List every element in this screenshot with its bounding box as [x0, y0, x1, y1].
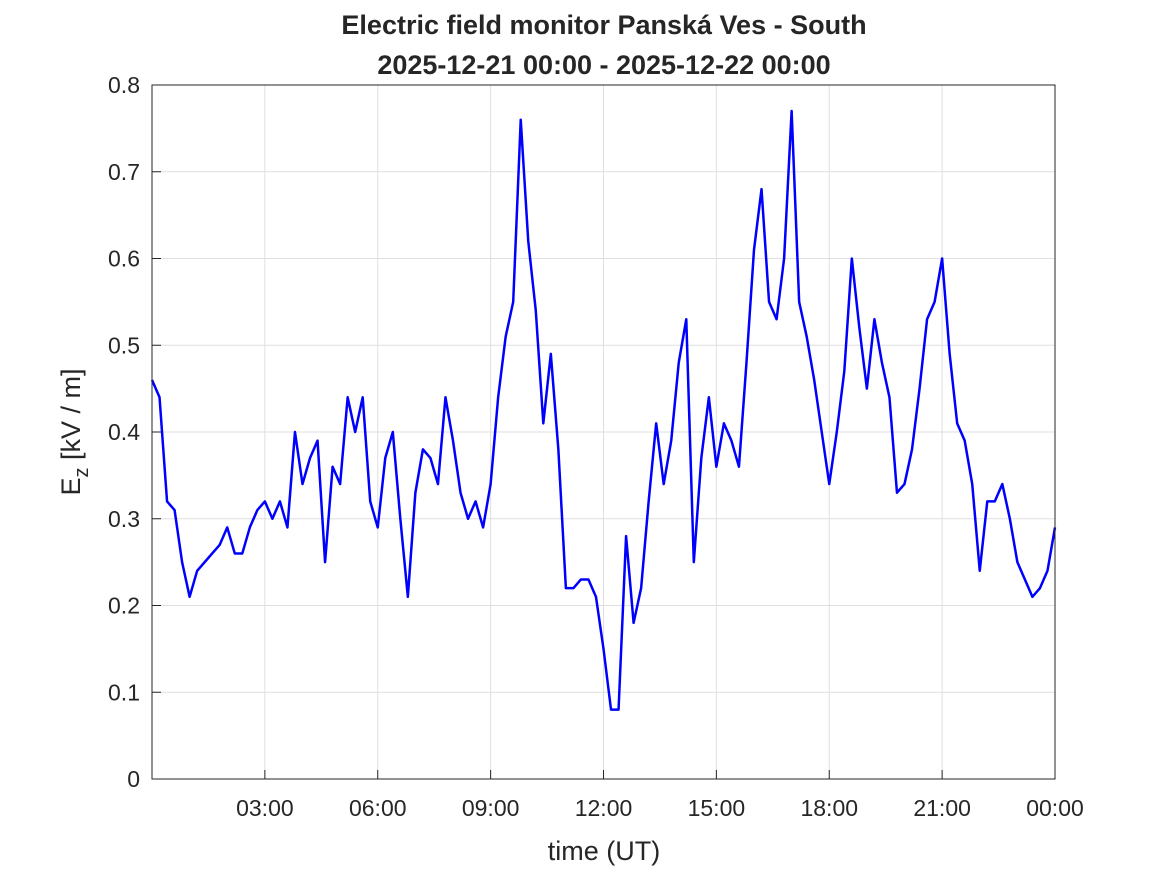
x-tick-label: 03:00 — [236, 795, 294, 821]
x-tick-label: 09:00 — [462, 795, 520, 821]
y-tick-label: 0.4 — [108, 419, 140, 445]
chart-title: Electric field monitor Panská Ves - Sout… — [341, 10, 866, 40]
x-tick-label: 15:00 — [688, 795, 746, 821]
x-tick-label: 21:00 — [913, 795, 971, 821]
y-tick-label: 0.6 — [108, 246, 140, 272]
y-axis-label: Ez [kV / m] — [56, 368, 93, 495]
y-tick-label: 0.7 — [108, 159, 140, 185]
y-label-main: E — [56, 478, 86, 496]
x-tick-label: 06:00 — [349, 795, 407, 821]
y-label-rest: [kV / m] — [56, 368, 86, 467]
y-tick-label: 0.3 — [108, 506, 140, 532]
y-tick-label: 0.5 — [108, 332, 140, 358]
x-axis-label: time (UT) — [548, 836, 660, 866]
axes-box — [151, 84, 1056, 780]
chart-subtitle: 2025-12-21 00:00 - 2025-12-22 00:00 — [377, 50, 830, 80]
y-tick-label: 0.1 — [108, 679, 140, 705]
data-line — [150, 109, 1057, 711]
x-tick-label: 18:00 — [800, 795, 858, 821]
y-tick-label: 0.2 — [108, 593, 140, 619]
x-tick-label: 12:00 — [575, 795, 633, 821]
y-label-sub: z — [71, 468, 93, 478]
y-tick-label: 0.8 — [108, 72, 140, 98]
x-tick-label: 00:00 — [1026, 795, 1084, 821]
y-tick-label: 0 — [127, 766, 140, 792]
